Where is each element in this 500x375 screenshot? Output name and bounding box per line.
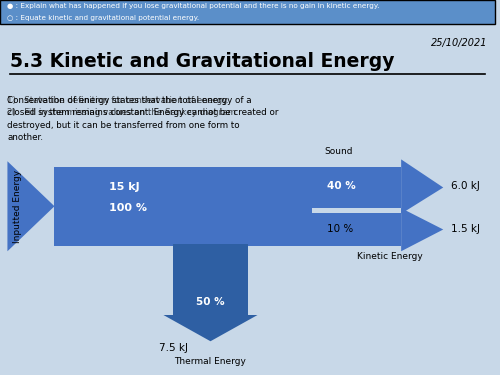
Polygon shape [8, 161, 54, 251]
Text: Sound: Sound [324, 147, 353, 156]
FancyBboxPatch shape [312, 213, 401, 246]
Text: 5.3 Kinetic and Gravitational Energy: 5.3 Kinetic and Gravitational Energy [10, 53, 394, 71]
Text: 15 kJ: 15 kJ [109, 183, 140, 192]
FancyBboxPatch shape [0, 0, 496, 24]
FancyBboxPatch shape [174, 244, 248, 315]
Text: ○ : Equate kinetic and gravitational potential energy.: ○ : Equate kinetic and gravitational pot… [8, 15, 200, 21]
Text: 10 %: 10 % [327, 225, 353, 234]
Text: 100 %: 100 % [109, 203, 147, 213]
FancyBboxPatch shape [312, 208, 401, 246]
Text: 7.5 kJ: 7.5 kJ [159, 343, 188, 353]
Polygon shape [401, 159, 443, 214]
FancyBboxPatch shape [312, 167, 401, 208]
Text: 1.5 kJ: 1.5 kJ [450, 225, 480, 234]
Polygon shape [401, 208, 443, 251]
Text: Kinetic Energy: Kinetic Energy [356, 252, 422, 261]
Text: Conservation of energy states that the total energy of a
closed system remains c: Conservation of energy states that the t… [8, 96, 279, 142]
Text: 50 %: 50 % [196, 297, 225, 307]
Text: 40 %: 40 % [327, 181, 356, 190]
Text: ● : Explain what has happened if you lose gravitational potential and there is n: ● : Explain what has happened if you los… [8, 3, 380, 9]
Text: 1)   State the definition for conservation of energy.
2)   Fill in the missing v: 1) State the definition for conservation… [8, 96, 236, 117]
Text: 25/10/2021: 25/10/2021 [432, 38, 488, 48]
FancyBboxPatch shape [54, 167, 312, 246]
Text: 6.0 kJ: 6.0 kJ [450, 181, 480, 190]
Polygon shape [164, 315, 258, 341]
Text: Thermal Energy: Thermal Energy [174, 357, 246, 366]
Text: Inputted Energy: Inputted Energy [13, 170, 22, 243]
